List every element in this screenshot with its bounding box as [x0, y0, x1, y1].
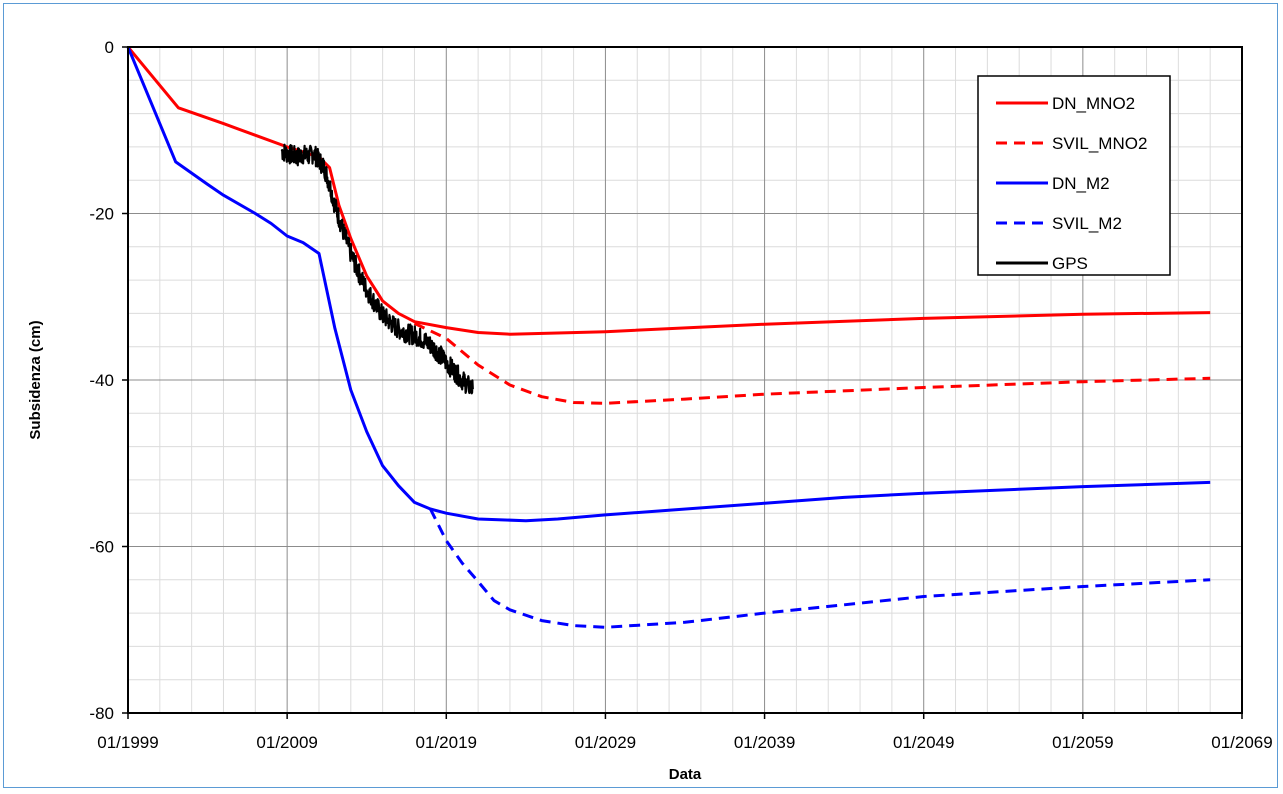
x-tick-label: 01/2019 — [416, 733, 477, 752]
legend-label: DN_M2 — [1052, 174, 1110, 193]
legend-label: SVIL_MNO2 — [1052, 134, 1147, 153]
y-tick-label: -80 — [89, 704, 114, 723]
x-tick-label: 01/2059 — [1052, 733, 1113, 752]
x-tick-label: 01/1999 — [97, 733, 158, 752]
y-axis-label: Subsidenza (cm) — [27, 320, 44, 439]
chart-frame: 01/1999 01/2009 01/2019 01/2029 01/2039 01/20… — [3, 3, 1278, 788]
x-tick-label: 01/2039 — [734, 733, 795, 752]
series-line-dn-m2 — [126, 46, 1211, 523]
y-tick-label: -40 — [89, 371, 114, 390]
x-tick-labels: 01/1999 01/2009 01/2019 01/2029 01/2039 01/20… — [97, 733, 1272, 752]
legend-label: GPS — [1052, 254, 1088, 273]
x-tick-label: 01/2049 — [893, 733, 954, 752]
series-line-svil-m2 — [429, 508, 1211, 629]
y-tick-labels: 0 -20 -40 -60 -80 — [89, 38, 114, 723]
y-tick-label: 0 — [105, 38, 114, 57]
series-line-svil-mno2 — [413, 322, 1211, 405]
legend-label: DN_MNO2 — [1052, 94, 1135, 113]
y-tick-label: -60 — [89, 538, 114, 557]
series-layer — [126, 46, 1211, 629]
x-tick-label: 01/2009 — [256, 733, 317, 752]
x-tick-label: 01/2069 — [1211, 733, 1272, 752]
x-axis-label: Data — [669, 766, 702, 783]
subsidence-chart: 01/1999 01/2009 01/2019 01/2029 01/2039 01/20… — [27, 38, 1273, 783]
legend: DN_MNO2 SVIL_MNO2 DN_M2 SVIL_M2 GPS — [977, 75, 1171, 276]
y-tick-label: -20 — [89, 205, 114, 224]
legend-label: SVIL_M2 — [1052, 214, 1122, 233]
legend-box — [977, 75, 1171, 276]
axis-ticks — [122, 46, 1243, 719]
series-line-gps — [280, 143, 474, 395]
x-tick-label: 01/2029 — [575, 733, 636, 752]
